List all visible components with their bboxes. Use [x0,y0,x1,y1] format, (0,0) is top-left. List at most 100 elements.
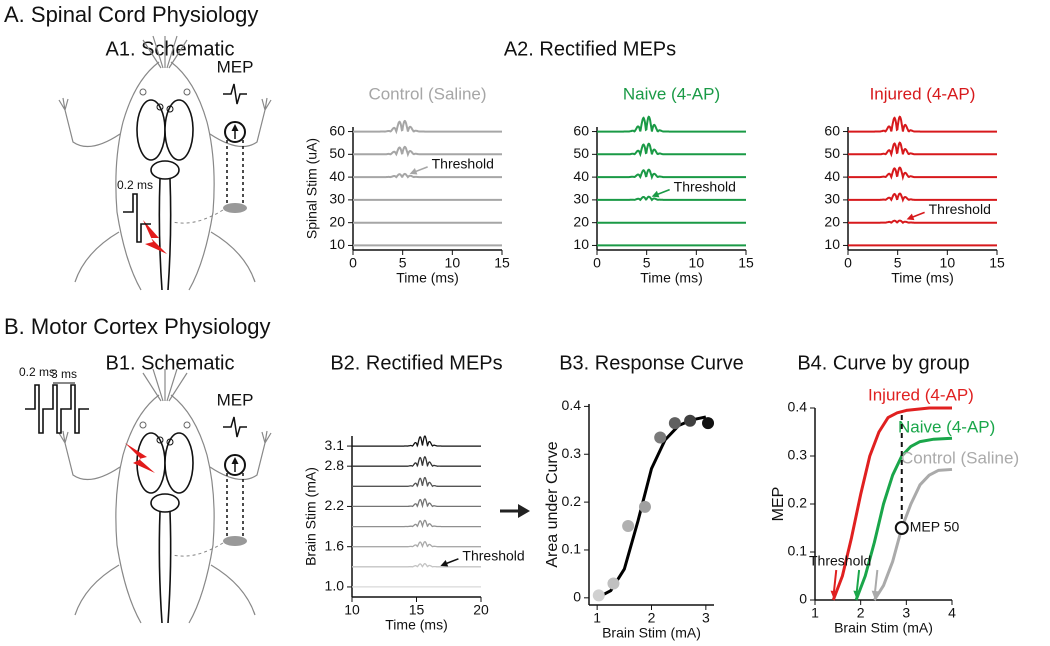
spinal-cord [158,178,172,291]
arrow-head [853,590,861,598]
olfactory [156,436,164,444]
panel-heading: B1. Schematic [106,352,235,374]
mep-waveform [223,83,247,105]
y-tick-label: 20 [329,213,345,229]
mep-trace [848,115,997,133]
group-curve [854,436,953,601]
y-tick-label: 40 [329,168,345,184]
rat-arm [58,430,272,481]
arrow-line [873,569,879,594]
y-tick-label: 0.1 [788,543,808,559]
y-tick-label: 30 [329,191,345,207]
mep50-label: MEP 50 [910,519,960,535]
cerebellum [150,160,180,180]
chart-title: B2. Rectified MEPs [330,352,502,374]
mep-trace [352,563,481,568]
mep-trace [352,476,481,488]
y-tick-label: 30 [824,191,840,207]
mep-trace [353,172,502,179]
data-point [607,577,620,590]
mep-trace [597,115,746,133]
mep-trace [352,456,481,468]
pulse-label: 0.2 ms [19,365,55,379]
mep-trace [848,141,997,158]
mep-trace [353,145,502,158]
y-tick-label: 40 [824,168,840,184]
spinal-cord [158,511,172,624]
pulse [123,193,151,243]
x-tick-label: 0 [844,255,852,271]
data-point [702,417,715,430]
y-axis-label: MEP [770,487,787,522]
mep50-marker [894,521,909,535]
pulse-train [25,384,89,434]
y-axis-label: Spinal Stim (uA) [304,138,320,239]
chart-title: B3. Response Curve [559,352,744,374]
electrode-wire [226,473,244,540]
x-axis-label: Time (ms) [396,270,458,286]
stim-bolt [125,443,155,473]
rat-leg [74,231,256,283]
brain-hemisphere [164,99,194,161]
rat-whiskers [142,35,188,69]
section-heading: A. Spinal Cord Physiology [4,2,258,27]
y-tick-label: 2.2 [325,497,345,513]
arrow-head [231,124,239,131]
arrow-line [832,569,838,594]
recording-label: MEP [217,390,254,409]
flow-arrow [500,504,530,518]
mep-trace [597,168,746,181]
chart-title: B4. Curve by group [797,352,969,374]
rat-eye [139,88,147,96]
group-curve [873,467,953,601]
pulse-label: 0.2 ms [117,178,153,192]
arrow-head [409,168,418,175]
y-tick-label: 20 [573,213,589,229]
x-tick-label: 0 [593,255,601,271]
x-tick-label: 2 [857,605,865,621]
arrow-head [906,213,915,221]
x-axis-label: Time (ms) [385,617,447,633]
arrow-head [871,590,879,598]
rat-eye [183,88,191,96]
x-tick-label: 1 [593,610,601,626]
y-tick-label: 0.3 [562,445,582,461]
panel-heading: A2. Rectified MEPs [504,38,676,60]
y-tick-label: 20 [824,213,840,229]
x-tick-label: 10 [344,602,360,618]
mep-trace [848,192,997,203]
x-tick-label: 10 [445,255,461,271]
data-point [668,417,681,430]
rat-schematic: MEP 0.2 ms3 ms [19,365,272,624]
series-label: Injured (4-AP) [868,385,974,404]
x-tick-label: 5 [643,255,651,271]
y-tick-label: 10 [329,236,345,252]
x-tick-label: 2 [648,610,656,626]
chart-title: Naive (4-AP) [623,84,720,103]
brain-hemisphere [164,432,194,494]
y-tick-label: 0.2 [562,493,582,509]
muscle [223,536,247,546]
x-axis-label: Time (ms) [640,270,702,286]
series-label: Naive (4-AP) [898,417,995,436]
rat-schematic: MEP 0.2 ms [58,35,272,291]
y-axis-label: Brain Stim (mA) [303,467,319,566]
olfactory [156,103,164,111]
y-tick-label: 0.4 [562,397,582,413]
interval-label: 3 ms [51,367,77,381]
rat-whiskers [142,368,188,402]
mep-trace [352,540,481,549]
y-tick-label: 40 [573,168,589,184]
y-tick-label: 60 [573,122,589,138]
mep-trace [848,219,997,225]
x-tick-label: 20 [473,602,489,618]
electrode-wire [226,140,244,207]
rat-body [115,394,215,624]
y-tick-label: 60 [824,122,840,138]
chart-title: Control (Saline) [368,84,486,103]
x-axis-label: Time (ms) [891,270,953,286]
y-tick-label: 50 [329,145,345,161]
x-tick-label: 5 [399,255,407,271]
group-curve [831,406,952,601]
